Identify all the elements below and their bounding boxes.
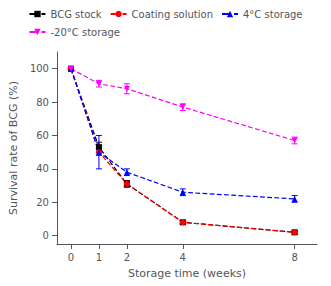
svg-text:4°C storage: 4°C storage: [243, 9, 303, 20]
svg-text:8: 8: [291, 252, 297, 263]
svg-text:2: 2: [124, 252, 130, 263]
svg-text:Survival rate of BCG (%): Survival rate of BCG (%): [7, 81, 20, 215]
svg-text:Storage time (weeks): Storage time (weeks): [128, 267, 246, 280]
svg-text:100: 100: [30, 63, 49, 74]
svg-text:0: 0: [43, 230, 49, 241]
svg-text:20: 20: [36, 197, 49, 208]
svg-text:60: 60: [36, 130, 49, 141]
svg-text:BCG stock: BCG stock: [50, 9, 101, 20]
svg-text:-20°C storage: -20°C storage: [50, 27, 119, 38]
svg-text:Coating solution: Coating solution: [132, 9, 213, 20]
svg-text:4: 4: [180, 252, 186, 263]
svg-text:40: 40: [36, 163, 49, 174]
svg-text:0: 0: [68, 252, 74, 263]
svg-text:80: 80: [36, 97, 49, 108]
svg-text:1: 1: [96, 252, 102, 263]
